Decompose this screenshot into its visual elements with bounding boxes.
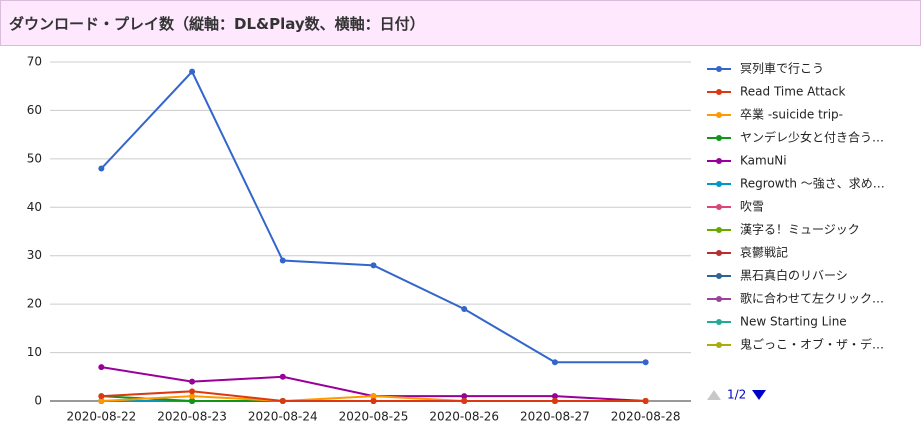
legend-label: 漢字る！ミュージック [740, 222, 860, 237]
legend-dot [716, 250, 722, 256]
page-number: 1/2 [727, 388, 746, 402]
page-up[interactable] [707, 390, 721, 400]
data-point [370, 398, 377, 404]
data-point [370, 393, 377, 400]
legend-pager[interactable]: 1/2 [707, 388, 766, 402]
legend-label: 歌に合わせて左クリック… [740, 291, 884, 306]
legend-label: KamuNi [740, 154, 787, 168]
legend-label: 卒業 -suicide trip- [740, 108, 843, 122]
data-point [642, 359, 649, 366]
x-tick-label: 2020-08-27 [520, 410, 590, 424]
y-tick-label: 10 [27, 345, 42, 359]
data-point [279, 257, 286, 264]
legend-dot [716, 296, 722, 302]
x-tick-label: 2020-08-23 [157, 410, 227, 424]
legend-label: 鬼ごっこ・オブ・ザ・デ… [740, 337, 884, 352]
x-tick-label: 2020-08-28 [611, 410, 681, 424]
legend-dot [716, 273, 722, 279]
data-point [370, 262, 377, 269]
legend-dot [716, 158, 722, 164]
header: ダウンロード・プレイ数（縦軸：DL&Play数、横軸：日付） [0, 0, 921, 46]
legend-label: ヤンデレ少女と付き合う… [740, 130, 884, 145]
data-point [98, 165, 105, 172]
y-tick-label: 20 [27, 297, 42, 311]
legend-dot [716, 112, 722, 118]
data-point [551, 359, 558, 366]
legend-label: New Starting Line [740, 315, 847, 329]
legend-dot [716, 66, 722, 72]
x-tick-label: 2020-08-26 [429, 410, 499, 424]
legend-label: Regrowth ～強さ、求め… [740, 177, 885, 191]
data-point [189, 378, 196, 385]
data-point [98, 393, 105, 400]
data-point [551, 398, 558, 404]
legend-dot [716, 89, 722, 95]
legend-label: 吹雪 [740, 200, 764, 214]
y-tick-label: 50 [27, 151, 42, 165]
legend-dot [716, 319, 722, 325]
legend-dot [716, 227, 722, 233]
y-tick-label: 40 [27, 200, 42, 214]
data-point [98, 398, 105, 404]
chart-title: ダウンロード・プレイ数（縦軸：DL&Play数、横軸：日付） [9, 15, 425, 33]
data-point [279, 373, 286, 380]
legend-label: 冥列車で行こう [740, 62, 824, 76]
x-tick-label: 2020-08-22 [66, 410, 136, 424]
y-tick-label: 30 [27, 248, 42, 262]
legend-dot [716, 135, 722, 141]
x-tick-label: 2020-08-24 [248, 410, 318, 424]
x-tick-label: 2020-08-25 [339, 410, 409, 424]
legend-label: 哀鬱戦記 [740, 245, 788, 260]
legend-label: 黒石真白のリバーシ [740, 268, 848, 283]
data-point [98, 364, 105, 371]
data-point [189, 398, 196, 404]
data-point [461, 305, 468, 312]
data-point [189, 68, 196, 75]
page-down[interactable] [752, 390, 766, 400]
data-point [461, 398, 468, 404]
legend-label: Read Time Attack [740, 85, 846, 99]
legend-dot [716, 204, 722, 210]
data-point [279, 398, 286, 404]
data-point [642, 398, 649, 404]
y-tick-label: 0 [34, 394, 42, 408]
data-point [461, 393, 468, 400]
y-tick-label: 70 [27, 55, 42, 69]
legend-dot [716, 342, 722, 348]
data-point [189, 393, 196, 400]
data-point [551, 393, 558, 400]
y-tick-label: 60 [27, 103, 42, 117]
series-line [100, 69, 646, 364]
data-point [189, 388, 196, 395]
legend-dot [716, 181, 722, 187]
